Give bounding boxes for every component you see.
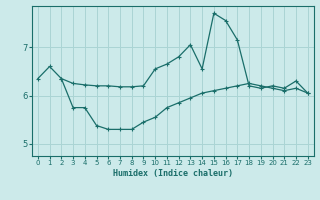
X-axis label: Humidex (Indice chaleur): Humidex (Indice chaleur) bbox=[113, 169, 233, 178]
